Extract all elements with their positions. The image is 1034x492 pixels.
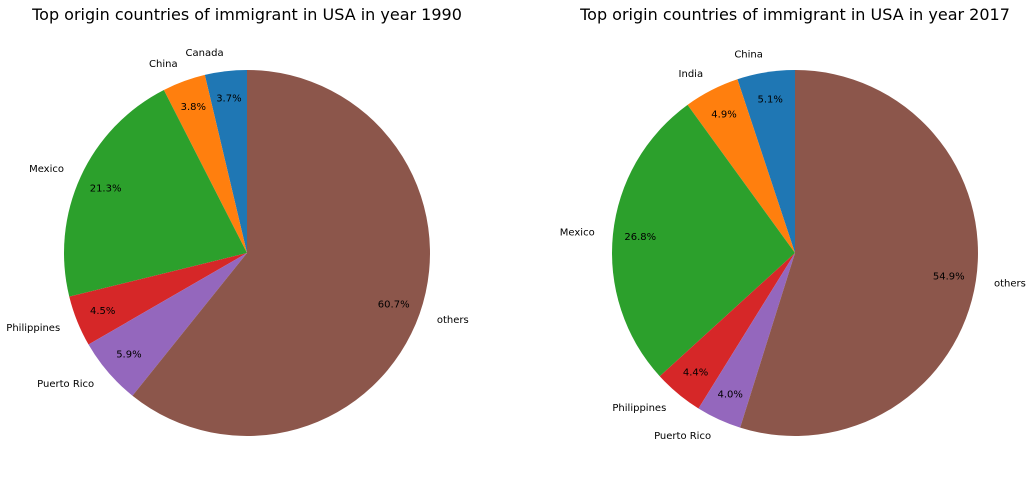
pie-chart-1990: Top origin countries of immigrant in USA… (6, 5, 469, 437)
pie-slice-others (132, 70, 430, 437)
slice-label-china: China (149, 59, 178, 70)
slice-label-puerto-rico: Puerto Rico (37, 379, 94, 390)
slice-pct-china: 5.1% (757, 94, 782, 105)
pie-slices-2017 (612, 70, 978, 436)
pie-labels-1990: Canada 3.7% China 3.8% Mexico 21.3% Philippine… (6, 48, 468, 390)
slice-label-mexico: Mexico (29, 164, 64, 175)
slice-pct-others: 54.9% (933, 272, 965, 283)
pie-slice-philippines (69, 253, 248, 345)
slice-label-mexico: Mexico (560, 228, 595, 239)
pie-slice-puerto-rico (88, 253, 248, 396)
slice-pct-puerto-rico: 5.9% (116, 349, 141, 360)
slice-pct-india: 4.9% (711, 110, 736, 121)
slice-pct-puerto-rico: 4.0% (717, 389, 742, 400)
pie-slice-mexico (64, 89, 247, 297)
slice-label-philippines: Philippines (612, 403, 666, 414)
slice-label-others: others (437, 315, 469, 326)
slice-label-philippines: Philippines (6, 323, 60, 334)
pie-labels-2017: China 5.1% India 4.9% Mexico 26.8% Philippines… (560, 49, 1026, 442)
chart-title-2017: Top origin countries of immigrant in USA… (579, 5, 1010, 24)
pie-chart-2017: Top origin countries of immigrant in USA… (560, 5, 1026, 442)
pie-slice-canada (204, 70, 247, 253)
pie-slice-puerto-rico (698, 253, 795, 428)
slice-label-puerto-rico: Puerto Rico (654, 431, 711, 442)
slice-pct-philippines: 4.5% (90, 306, 115, 317)
slice-label-china: China (734, 49, 763, 60)
slice-pct-others: 60.7% (378, 300, 410, 311)
slice-pct-mexico: 26.8% (624, 232, 656, 243)
slice-pct-canada: 3.7% (216, 94, 241, 105)
slice-label-india: India (679, 69, 704, 80)
slice-pct-philippines: 4.4% (683, 368, 708, 379)
pie-slice-china (737, 70, 795, 253)
slice-label-others: others (994, 279, 1026, 290)
pie-slices-1990 (64, 70, 430, 437)
pie-slice-india (687, 79, 795, 253)
pie-slice-philippines (659, 253, 795, 409)
chart-title-1990: Top origin countries of immigrant in USA… (31, 5, 462, 24)
slice-pct-mexico: 21.3% (90, 183, 122, 194)
pie-slice-china (163, 74, 247, 254)
pie-slice-others (740, 70, 978, 436)
slice-label-canada: Canada (186, 48, 224, 59)
slice-pct-china: 3.8% (181, 102, 206, 113)
pie-slice-mexico (612, 104, 795, 377)
